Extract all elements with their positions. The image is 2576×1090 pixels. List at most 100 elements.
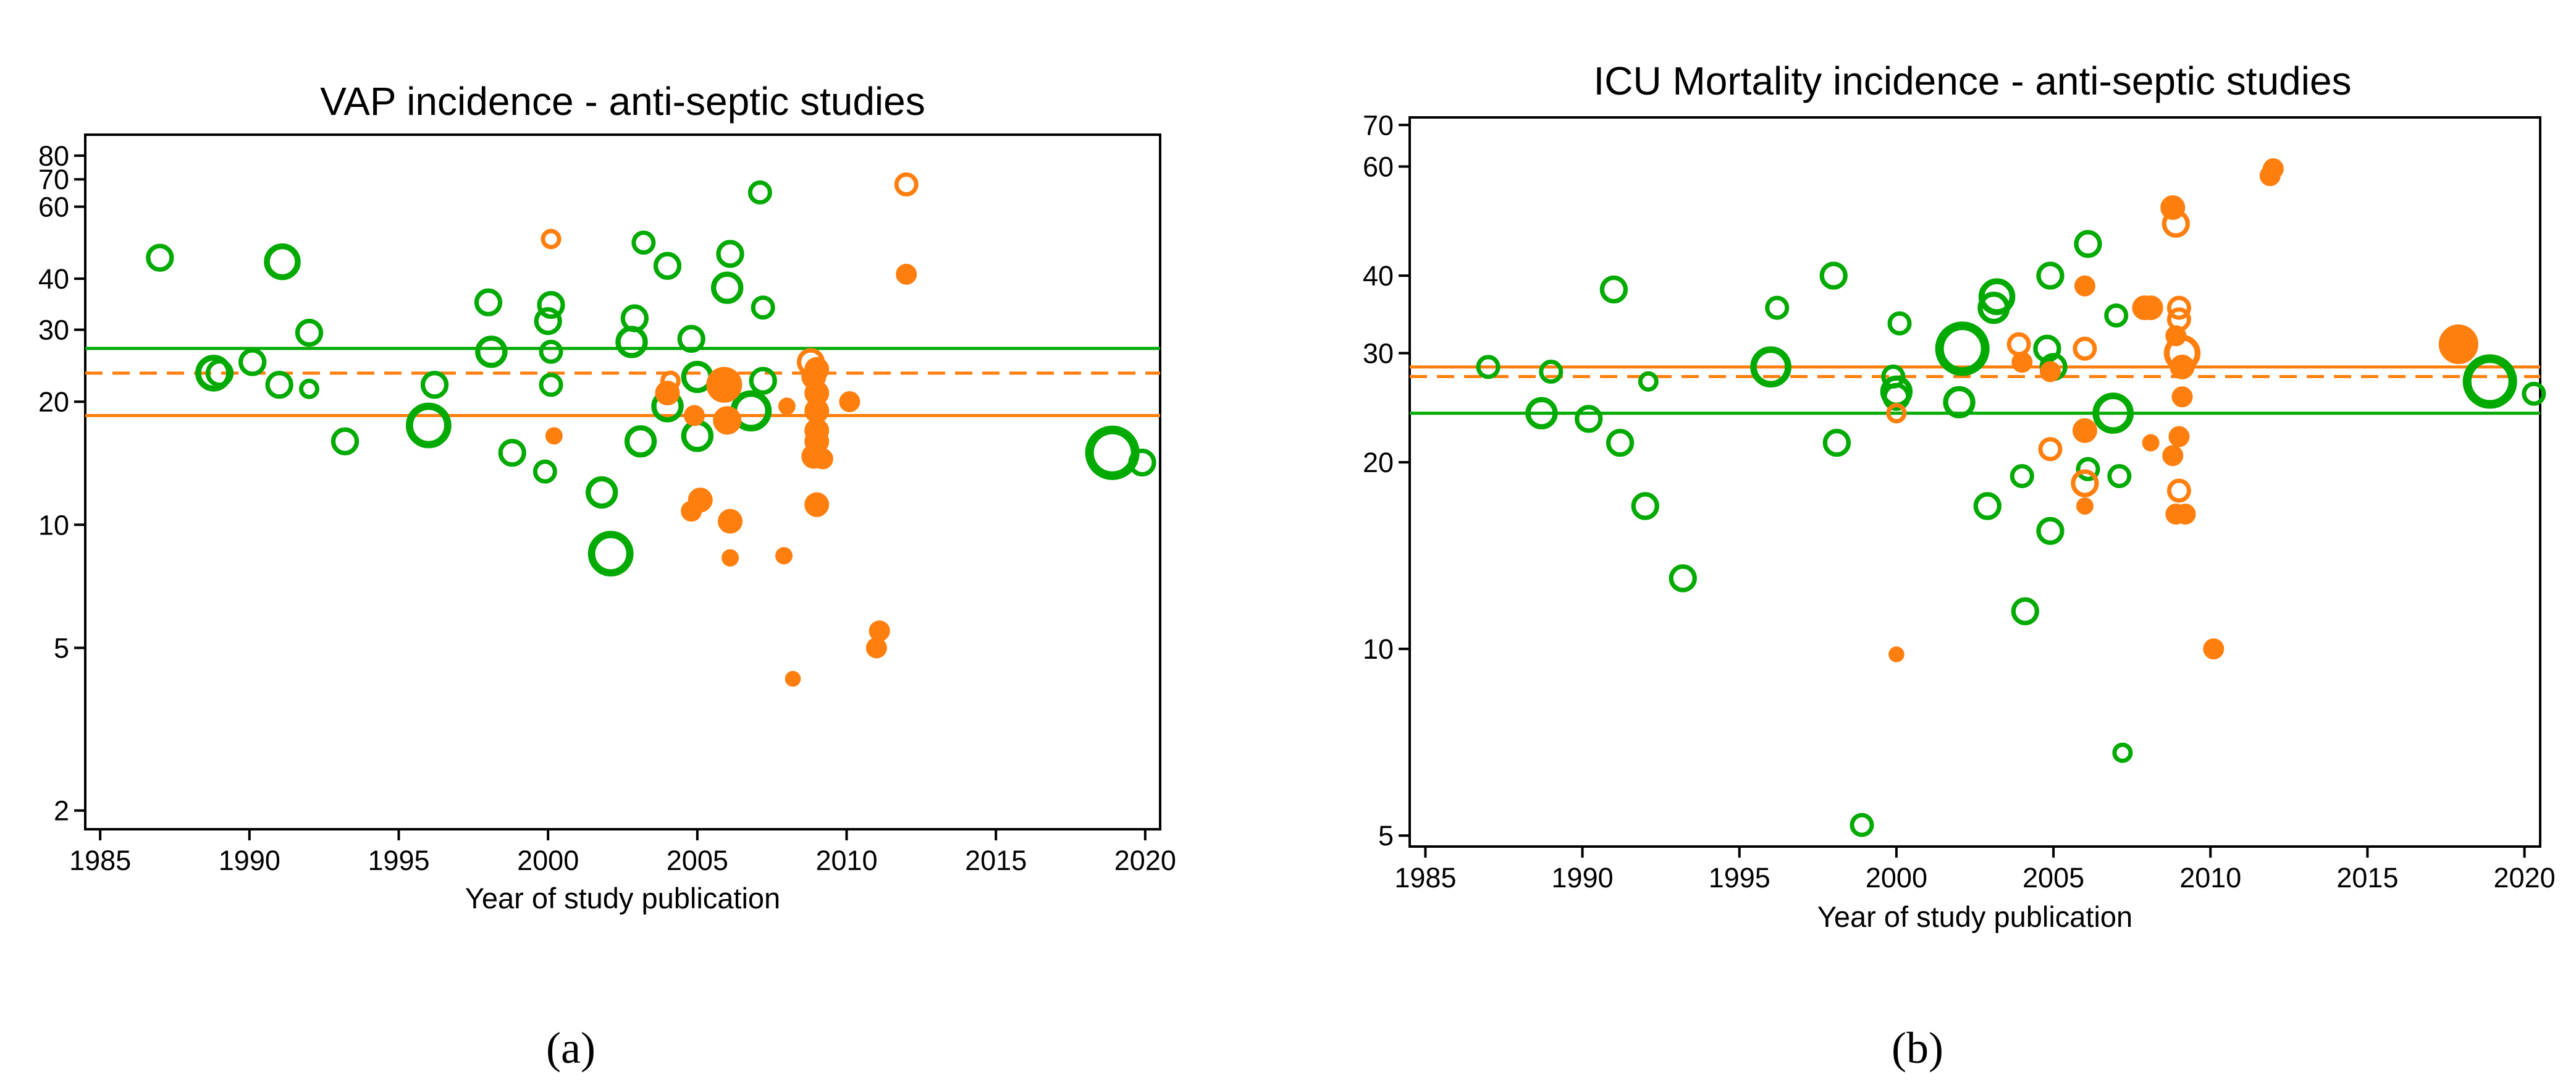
data-point-control: [1575, 405, 1603, 433]
x-tick-label: 1990: [1552, 862, 1614, 894]
x-axis-label: Year of study publication: [465, 882, 780, 915]
data-point-control: [1850, 813, 1874, 837]
data-point-antiseptic: [2138, 295, 2163, 321]
data-point-antiseptic: [2171, 386, 2193, 408]
data-point-control: [2036, 261, 2065, 290]
y-tick-label: 40: [38, 263, 69, 295]
data-point-antiseptic: [894, 172, 919, 197]
y-tick-label: 20: [1363, 447, 1394, 478]
data-point-control: [1638, 371, 1659, 392]
data-point-control: [587, 531, 634, 577]
data-point-control: [295, 318, 324, 347]
data-point-control: [537, 290, 565, 319]
x-tick-label: 2000: [1866, 862, 1927, 894]
data-point-control: [615, 326, 648, 358]
data-point-antiseptic: [706, 366, 743, 403]
x-tick-label: 2010: [2179, 862, 2241, 894]
data-point-control: [539, 339, 563, 364]
data-point-control: [1750, 346, 1791, 388]
x-tick-label: 1985: [69, 845, 131, 876]
x-tick-label: 2010: [815, 845, 877, 876]
data-point-antiseptic: [2071, 469, 2099, 497]
data-point-control: [146, 243, 174, 272]
data-point-antiseptic: [713, 406, 742, 435]
chart-title: VAP incidence - anti-septic studies: [320, 79, 925, 124]
data-point-control: [1669, 564, 1697, 593]
data-point-antiseptic: [2006, 332, 2031, 357]
x-tick-label: 1990: [219, 845, 280, 876]
y-tick-label: 5: [1378, 820, 1394, 851]
data-point-control: [1819, 261, 1848, 290]
data-point-control: [1599, 275, 1628, 304]
data-point-control: [2092, 392, 2134, 434]
data-point-control: [2074, 230, 2102, 258]
data-point-antiseptic: [2262, 158, 2284, 180]
data-point-control: [1887, 311, 1912, 336]
data-point-antiseptic: [722, 549, 739, 567]
plot-area-frame: [1408, 116, 2541, 848]
data-point-antiseptic: [896, 263, 917, 285]
y-tick-label: 5: [54, 632, 69, 664]
data-point-control: [1978, 278, 2016, 315]
data-point-control: [2112, 742, 2133, 763]
data-point-antiseptic: [1886, 403, 1907, 424]
data-point-antiseptic: [684, 405, 705, 426]
data-point-control: [747, 180, 772, 205]
data-point-control: [1525, 397, 1558, 429]
data-point-control: [299, 378, 319, 399]
data-point-control: [532, 459, 557, 484]
data-point-control: [2462, 354, 2517, 409]
data-point-control: [751, 295, 775, 320]
y-tick-label: 70: [1363, 109, 1394, 141]
data-point-control: [1943, 386, 1976, 419]
x-tick-label: 1995: [368, 845, 429, 876]
data-point-antiseptic: [718, 509, 743, 534]
data-point-control: [264, 243, 301, 281]
data-point-control: [474, 288, 503, 316]
data-point-antiseptic: [2162, 445, 2184, 467]
data-point-control: [716, 240, 744, 268]
data-point-control: [2033, 334, 2061, 363]
x-tick-label: 2000: [517, 845, 579, 876]
data-point-control: [631, 230, 656, 255]
data-point-control: [1935, 321, 1990, 376]
data-point-control: [205, 359, 234, 387]
y-tick-label: 60: [1363, 151, 1394, 182]
x-tick-label: 1985: [1394, 862, 1456, 894]
data-point-antiseptic: [1888, 646, 1905, 662]
data-point-control: [2076, 457, 2100, 481]
data-point-antiseptic: [2011, 352, 2033, 373]
data-point-antiseptic: [778, 397, 796, 415]
data-point-control: [620, 304, 649, 332]
data-point-control: [624, 425, 657, 458]
data-point-antiseptic: [2438, 324, 2478, 365]
plot-area-frame: [84, 133, 1161, 830]
chart-title: ICU Mortality incidence - anti-septic st…: [1593, 59, 2351, 103]
data-point-antiseptic: [660, 370, 681, 391]
data-point-control: [585, 476, 618, 509]
y-tick-label: 40: [1363, 260, 1394, 292]
panel-label: (b): [1892, 1023, 1943, 1073]
y-tick-label: 30: [38, 315, 69, 346]
chart-panel-b: ICU Mortality incidence - anti-septic st…: [1363, 59, 2556, 1073]
data-point-control: [2011, 597, 2039, 625]
data-point-control: [1765, 295, 1790, 320]
data-point-antiseptic: [2073, 336, 2097, 361]
panel-label: (a): [546, 1023, 596, 1073]
x-tick-label: 2015: [965, 845, 1027, 876]
data-point-antiseptic: [2203, 638, 2225, 660]
data-point-antiseptic: [2166, 478, 2191, 503]
data-point-control: [1128, 448, 1156, 477]
data-point-antiseptic: [775, 547, 793, 565]
data-point-control: [681, 420, 714, 452]
data-point-antiseptic: [869, 620, 890, 642]
data-point-antiseptic: [2072, 418, 2097, 443]
data-point-control: [710, 271, 744, 304]
chart-panel-a: VAP incidence - anti-septic studies 2 5 10…: [38, 79, 1176, 1073]
data-point-antiseptic: [541, 229, 562, 250]
data-point-control: [2107, 464, 2132, 489]
data-point-antiseptic: [2161, 209, 2190, 238]
data-point-control: [1606, 429, 1635, 457]
data-point-control: [1631, 492, 1659, 520]
